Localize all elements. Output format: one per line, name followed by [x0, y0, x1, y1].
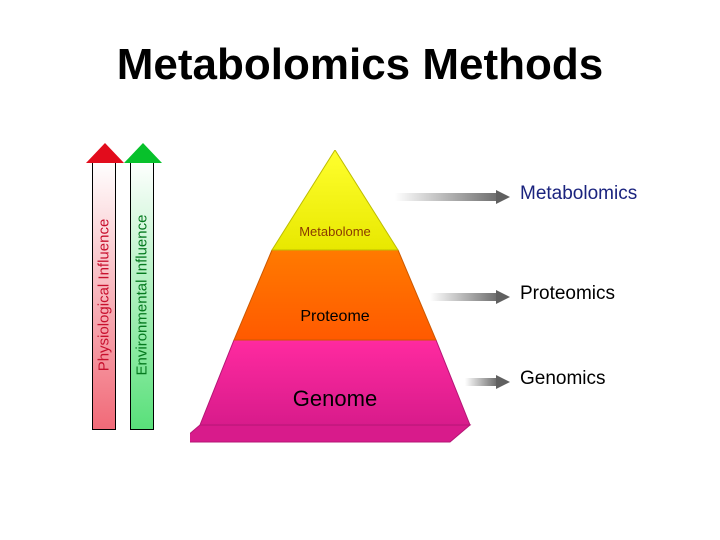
arrow-up-icon [86, 143, 124, 163]
pyramid-base [190, 425, 470, 442]
environmental-influence-label: Environmental Influence [134, 215, 151, 376]
arrowhead-icon [496, 290, 510, 304]
genome-layer [200, 340, 470, 425]
proteome-label: Proteome [300, 308, 369, 326]
metabolomics-label: Metabolomics [520, 183, 637, 205]
proteomics-label: Proteomics [520, 283, 615, 305]
metabolome-label: Metabolome [299, 224, 371, 239]
physiological-influence-arrow: Physiological Influence [92, 160, 116, 430]
proteomics-connector [430, 290, 510, 304]
genomics-label: Genomics [520, 368, 606, 390]
genome-label: Genome [293, 386, 377, 412]
arrowhead-icon [496, 375, 510, 389]
arrow-right-icon [395, 193, 496, 201]
arrow-right-icon [430, 293, 496, 301]
physiological-influence-label: Physiological Influence [96, 219, 113, 372]
metabolomics-connector [395, 190, 510, 204]
page-title: Metabolomics Methods [0, 40, 720, 90]
arrowhead-icon [496, 190, 510, 204]
genomics-connector [465, 375, 510, 389]
diagram-area: Physiological Influence Environmental In… [0, 150, 720, 500]
arrow-up-icon [124, 143, 162, 163]
proteome-layer [234, 250, 436, 340]
arrow-right-icon [465, 378, 496, 386]
environmental-influence-arrow: Environmental Influence [130, 160, 154, 430]
